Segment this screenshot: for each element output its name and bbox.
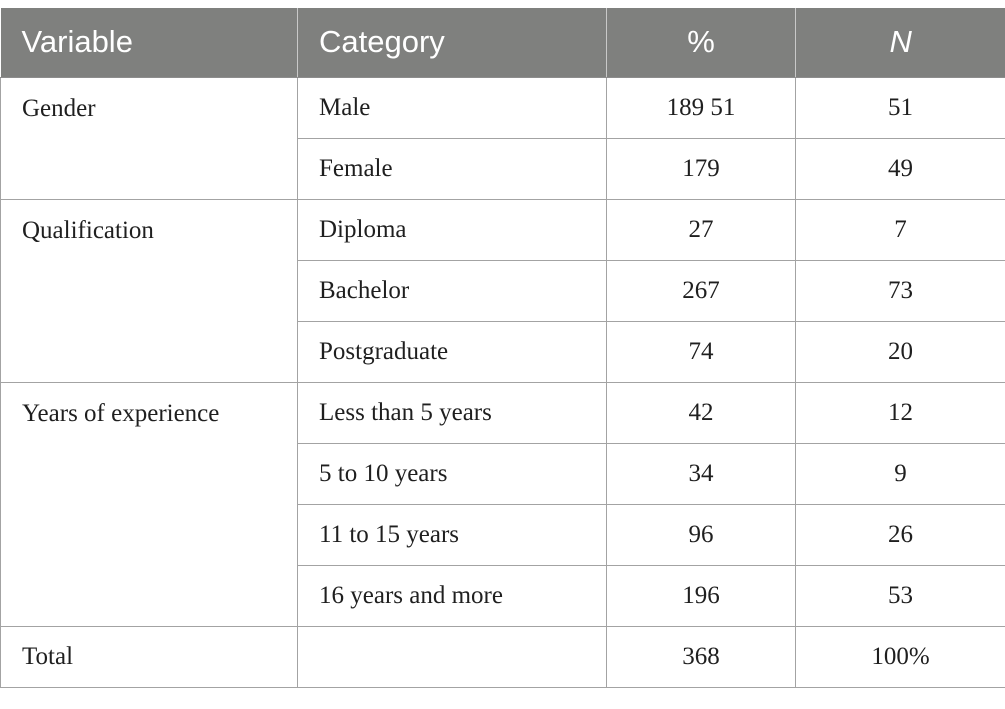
percent-cell: 34	[606, 442, 796, 505]
total-row: Total 368 100%	[0, 625, 1005, 688]
n-cell: 20	[795, 320, 1005, 383]
n-cell: 51	[795, 76, 1005, 139]
variable-cell-qualification: Qualification	[0, 198, 298, 383]
category-cell: 16 years and more	[297, 564, 607, 627]
category-cell: 5 to 10 years	[297, 442, 607, 505]
percent-cell: 189 51	[606, 76, 796, 139]
percent-cell: 196	[606, 564, 796, 627]
table-row: Years of experience Less than 5 years 42…	[0, 381, 1005, 627]
total-label-cell: Total	[0, 625, 298, 688]
category-cell: Female	[297, 137, 607, 200]
category-cell: Less than 5 years	[297, 381, 607, 444]
category-cell: Postgraduate	[297, 320, 607, 383]
header-variable: Variable	[0, 8, 298, 78]
n-cell: 49	[795, 137, 1005, 200]
percent-cell: 267	[606, 259, 796, 322]
n-cell: 9	[795, 442, 1005, 505]
header-n: N	[795, 8, 1005, 78]
category-cell: Bachelor	[297, 259, 607, 322]
header-percent: %	[606, 8, 796, 78]
category-cell: Male	[297, 76, 607, 139]
variable-cell-gender: Gender	[0, 76, 298, 200]
header-category: Category	[297, 8, 607, 78]
table-row: Qualification Diploma 27 7	[0, 198, 1005, 383]
percent-cell: 42	[606, 381, 796, 444]
header-row: Variable Category % N	[0, 8, 1005, 78]
total-category-cell	[297, 625, 607, 688]
n-cell: 73	[795, 259, 1005, 322]
percent-cell: 74	[606, 320, 796, 383]
n-cell: 12	[795, 381, 1005, 444]
table-row: Gender Male 189 51 51	[0, 76, 1005, 200]
n-cell: 53	[795, 564, 1005, 627]
table-row: 5 to 10 years 34 9	[1, 442, 1005, 505]
percent-cell: 27	[606, 198, 796, 261]
percent-cell: 96	[606, 503, 796, 566]
variable-cell-years-of-experience: Years of experience	[0, 381, 298, 627]
category-cell: 11 to 15 years	[297, 503, 607, 566]
table-row: 16 years and more 196 53	[1, 564, 1005, 627]
demographics-table: Variable Category % N Gender Male 189 51…	[0, 8, 1005, 688]
percent-cell: 179	[606, 137, 796, 200]
category-cell: Diploma	[297, 198, 607, 261]
table-row: Female 179 49	[1, 137, 1005, 200]
n-cell: 26	[795, 503, 1005, 566]
total-percent-cell: 368	[606, 625, 796, 688]
n-cell: 7	[795, 198, 1005, 261]
total-n-cell: 100%	[795, 625, 1005, 688]
